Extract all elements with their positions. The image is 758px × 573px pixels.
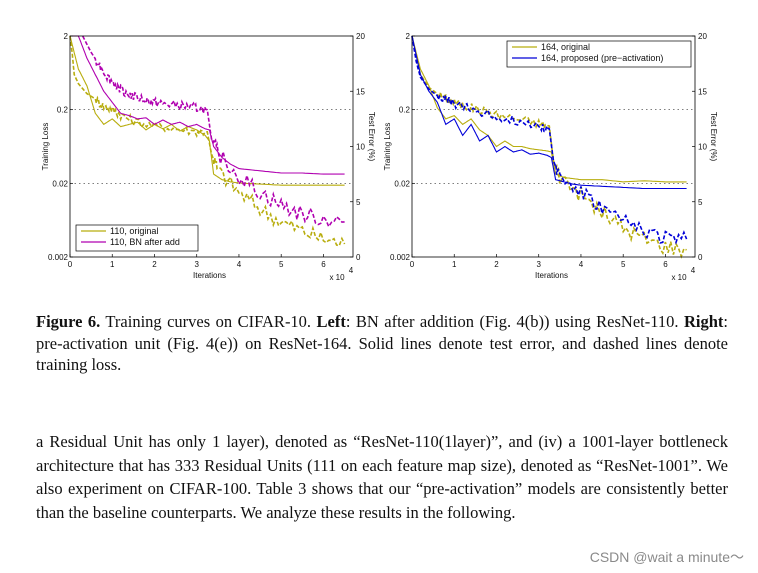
body-paragraph: a Residual Unit has only 1 layer), denot… [36, 432, 728, 522]
plot-frame [69, 35, 354, 258]
y-left-tick-label: 0.002 [390, 253, 411, 262]
y-right-tick-label: 15 [698, 87, 707, 96]
x-tick-label: 5 [621, 260, 626, 269]
caption-text-3: : pre-activation unit (Fig. 4(e)) on Res… [36, 312, 728, 374]
caption-text-2: : BN after addition (Fig. 4(b)) using Re… [345, 312, 684, 331]
caption-left-label: Left [316, 312, 346, 331]
y-left-tick-label: 2 [64, 32, 69, 41]
x-tick-label: 6 [321, 260, 326, 269]
x-tick-label: 2 [152, 260, 157, 269]
y-right-tick-label: 0 [698, 253, 703, 262]
series-line-loss [69, 35, 346, 247]
y-right-tick-label: 15 [356, 87, 365, 96]
series-line-error [411, 35, 687, 190]
x-tick-label: 4 [579, 260, 584, 269]
x-tick-label: 3 [536, 260, 541, 269]
watermark: CSDN @wait a minute～ [589, 549, 744, 565]
legend-box [506, 40, 692, 68]
x-multiplier-exponent: 4 [691, 266, 696, 275]
x-tick-label: 0 [410, 260, 415, 269]
y-right-tick-label: 20 [698, 32, 707, 41]
x-tick-label: 2 [494, 260, 499, 269]
series-line-loss [411, 35, 688, 245]
legend-label: 164, proposed (pre−activation) [541, 53, 663, 63]
y-left-tick-label: 0.002 [48, 253, 69, 262]
x-multiplier-exponent: 4 [349, 266, 354, 275]
y-right-axis-label: Test Error (%) [709, 112, 718, 162]
y-right-tick-label: 0 [356, 253, 361, 262]
y-right-axis-label: Test Error (%) [367, 112, 376, 162]
series-line-error [70, 35, 345, 175]
y-right-tick-label: 10 [356, 143, 365, 152]
x-tick-label: 1 [110, 260, 115, 269]
x-tick-label: 0 [68, 260, 73, 269]
y-right-tick-label: 20 [356, 32, 365, 41]
y-left-tick-label: 0.2 [57, 106, 69, 115]
caption-right-label: Right [683, 312, 724, 331]
x-axis-label: Iterations [193, 271, 226, 280]
series-line-loss [81, 35, 345, 229]
figure-plots: 0 1 2 3 4 5 6 2 0.2 0.02 0.002 0 5 10 15 20 Iterations x … [41, 32, 718, 282]
legend-label: 110, original [110, 226, 158, 236]
x-tick-label: 3 [194, 260, 199, 269]
y-left-tick-label: 2 [406, 32, 411, 41]
y-left-tick-label: 0.02 [52, 179, 68, 188]
y-left-tick-label: 0.02 [394, 179, 410, 188]
x-tick-label: 5 [279, 260, 284, 269]
y-left-tick-label: 0.2 [399, 106, 411, 115]
y-right-tick-label: 10 [698, 143, 707, 152]
x-tick-label: 4 [237, 260, 242, 269]
series-line-loss [411, 35, 687, 259]
x-tick-label: 6 [663, 260, 668, 269]
x-multiplier: x 10 [671, 273, 687, 282]
caption-label: Figure 6. [36, 312, 101, 331]
y-right-tick-label: 5 [698, 198, 703, 207]
x-tick-label: 1 [452, 260, 457, 269]
caption-text-1: Training curves on CIFAR-10. [100, 312, 317, 331]
legend-label: 164, original [541, 42, 590, 52]
plot-frame [411, 35, 696, 258]
legend-box [75, 224, 199, 252]
x-axis-label: Iterations [535, 271, 568, 280]
figure-caption: Figure 6. Training curves on CIFAR-10. L… [36, 311, 728, 376]
y-right-tick-label: 5 [356, 198, 361, 207]
y-left-axis-label: Training Loss [41, 123, 50, 171]
x-multiplier: x 10 [329, 273, 345, 282]
y-left-axis-label: Training Loss [383, 123, 392, 171]
legend-label: 110, BN after add [110, 237, 180, 247]
series-line-error [411, 35, 687, 183]
